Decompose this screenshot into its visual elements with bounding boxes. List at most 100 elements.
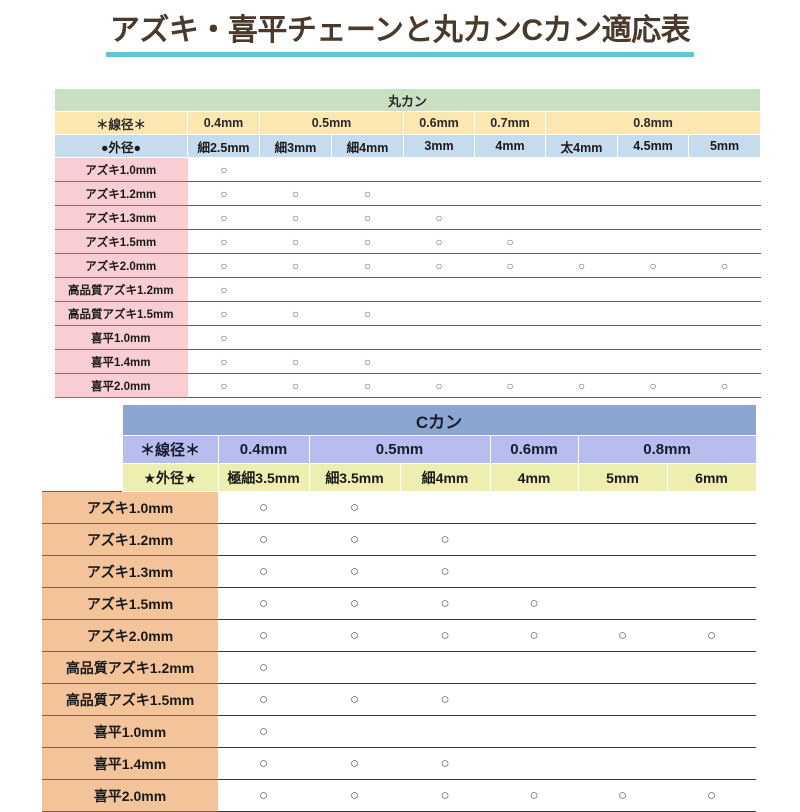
compatible-mark-icon: ○ [649,378,657,393]
marukan-cell-r9-c2: ○ [331,373,404,398]
table-row: アズキ2.0mm ○ ○ ○ ○ ○ ○ ○ ○ [54,253,761,278]
marukan-cell-r8-c1: ○ [259,349,332,374]
marukan-row-label-9: 喜平2.0mm [54,373,188,398]
marukan-cell-r9-c4: ○ [474,373,546,398]
marukan-cell-r3-c3: ○ [403,229,475,254]
ckan-cell-r9-c4: ○ [578,779,667,812]
ckan-cell-r7-c0: ○ [218,715,309,748]
compatible-mark-icon: ○ [440,627,450,644]
ckan-cell-r8-c2: ○ [400,747,490,780]
ckan-cell-r1-c5 [667,523,757,556]
marukan-cell-r0-c5 [545,157,618,182]
compatible-mark-icon: ○ [291,354,300,369]
ckan-cell-r0-c0: ○ [218,491,309,524]
ckan-group-title-row: Cカン [42,404,757,436]
ckan-cell-r4-c1: ○ [309,619,400,652]
marukan-wire-group-1: 0.5mm [259,111,404,135]
compatible-mark-icon: ○ [440,595,450,612]
compatible-mark-icon: ○ [291,210,300,225]
ckan-group-title: Cカン [121,404,757,436]
ckan-cell-r1-c0: ○ [218,523,309,556]
marukan-cell-r0-c7 [688,157,761,182]
ckan-cell-r6-c3 [490,683,578,716]
ckan-cell-r9-c5: ○ [667,779,757,812]
ckan-col-header-1: 細3.5mm [308,463,401,492]
compatible-mark-icon: ○ [220,258,228,273]
ckan-outer-spacer [42,463,122,492]
table-row: 喜平1.0mm ○ [54,325,761,350]
marukan-row-label-2: アズキ1.3mm [54,205,188,230]
compatible-mark-icon: ○ [220,330,228,345]
compatible-mark-icon: ○ [220,378,228,393]
ckan-header-spacer [42,404,122,436]
ckan-cell-r5-c1 [309,651,400,684]
ckan-cell-r4-c5: ○ [667,619,757,652]
marukan-cell-r6-c0: ○ [187,301,260,326]
marukan-table-body: アズキ1.0mm ○ アズキ1.2mm ○ ○ ○ アズキ1.3mm ○ ○ ○ ○ アズキ1.5mm… [54,157,761,398]
ckan-col-header-3: 4mm [489,463,579,492]
compatible-mark-icon: ○ [440,787,450,804]
table-row: 喜平2.0mm ○ ○ ○ ○ ○ ○ [42,779,757,812]
marukan-cell-r0-c0: ○ [187,157,260,182]
marukan-cell-r1-c2: ○ [331,181,404,206]
table-row: アズキ1.5mm ○ ○ ○ ○ [42,587,757,620]
marukan-col-header-5: 太4mm [545,134,618,158]
ckan-cell-r1-c3 [490,523,578,556]
compatible-mark-icon: ○ [220,282,228,297]
marukan-col-header-4: 4mm [474,134,546,158]
ckan-cell-r0-c5 [667,491,757,524]
marukan-row-label-0: アズキ1.0mm [54,157,188,182]
marukan-cell-r9-c3: ○ [403,373,475,398]
compatible-mark-icon: ○ [363,234,372,249]
ckan-cell-r8-c5 [667,747,757,780]
marukan-wire-label: ＊線径＊ [54,111,188,135]
marukan-cell-r4-c0: ○ [187,253,260,278]
compatible-mark-icon: ○ [706,787,717,804]
marukan-cell-r4-c3: ○ [403,253,475,278]
compatible-mark-icon: ○ [440,563,450,580]
compatible-mark-icon: ○ [349,499,360,516]
marukan-cell-r8-c4 [474,349,546,374]
ckan-cell-r2-c1: ○ [309,555,400,588]
table-row: アズキ1.5mm ○ ○ ○ ○ ○ [54,229,761,254]
compatible-mark-icon: ○ [258,659,269,676]
marukan-cell-r7-c2 [331,325,404,350]
compatible-mark-icon: ○ [258,531,269,548]
marukan-cell-r3-c6 [617,229,689,254]
compatible-mark-icon: ○ [577,258,586,273]
ckan-row-label-4: アズキ2.0mm [42,619,218,652]
marukan-cell-r8-c0: ○ [187,349,260,374]
table-row: 高品質アズキ1.5mm ○ ○ ○ [54,301,761,326]
marukan-row-label-3: アズキ1.5mm [54,229,188,254]
compatible-mark-icon: ○ [577,378,586,393]
ckan-cell-r8-c3 [490,747,578,780]
ckan-cell-r0-c2 [400,491,490,524]
marukan-cell-r1-c4 [474,181,546,206]
compatible-mark-icon: ○ [363,354,372,369]
ckan-cell-r7-c4 [578,715,667,748]
marukan-cell-r1-c7 [688,181,761,206]
ckan-row-label-2: アズキ1.3mm [42,555,218,588]
marukan-wire-row: ＊線径＊ 0.4mm 0.5mm 0.6mm 0.7mm 0.8mm [54,111,762,135]
marukan-cell-r7-c1 [259,325,332,350]
compatible-mark-icon: ○ [258,595,269,612]
marukan-row-label-7: 喜平1.0mm [54,325,188,350]
marukan-row-label-8: 喜平1.4mm [54,349,188,374]
ckan-cell-r3-c0: ○ [218,587,309,620]
table-row: アズキ1.3mm ○ ○ ○ [42,555,757,588]
marukan-cell-r2-c7 [688,205,761,230]
ckan-cell-r4-c2: ○ [400,619,490,652]
compatible-mark-icon: ○ [617,787,628,804]
compatible-mark-icon: ○ [363,306,372,321]
marukan-table-head: 丸カン ＊線径＊ 0.4mm 0.5mm 0.6mm 0.7mm 0.8mm ●… [53,88,762,158]
marukan-cell-r8-c3 [403,349,475,374]
marukan-cell-r0-c6 [617,157,689,182]
ckan-cell-r3-c5 [667,587,757,620]
marukan-cell-r4-c7: ○ [688,253,761,278]
table-row: 高品質アズキ1.5mm ○ ○ ○ [42,683,757,716]
ckan-col-header-4: 5mm [577,463,668,492]
ckan-cell-r6-c2: ○ [400,683,490,716]
compatible-mark-icon: ○ [220,234,228,249]
compatible-mark-icon: ○ [349,787,360,804]
compatible-mark-icon: ○ [349,755,360,772]
